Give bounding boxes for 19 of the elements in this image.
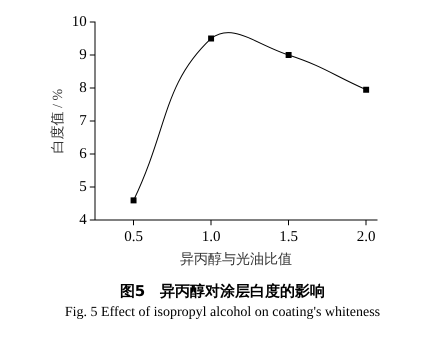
y-tick-label: 9 [79, 46, 87, 63]
y-tick-label: 6 [79, 146, 88, 162]
point [286, 52, 292, 58]
x-axis-title: 异丙醇与光油比值 [180, 251, 292, 268]
point [130, 197, 137, 204]
point [208, 36, 214, 42]
x-tick-label: 1.5 [279, 229, 298, 246]
y-tick-label: 5 [79, 179, 87, 196]
caption: Fig. 5 Effect of isopropyl alcohol on coating's whiteness [64, 305, 382, 321]
y-axis-title: 白度值 / % [50, 88, 66, 154]
y-tick-label: 7 [79, 113, 88, 130]
x-tick-label: 0.5 [124, 229, 143, 246]
text: 图5 异丙醇对涂层白度的影响 [118, 282, 326, 301]
y-tick-label: 10 [72, 14, 87, 30]
y-tick-label: 4 [79, 212, 88, 228]
y-tick-label: 8 [79, 80, 87, 96]
x-tick-label: 2.0 [356, 229, 376, 246]
x-tick-label: 1.0 [202, 229, 220, 246]
point [363, 86, 370, 93]
